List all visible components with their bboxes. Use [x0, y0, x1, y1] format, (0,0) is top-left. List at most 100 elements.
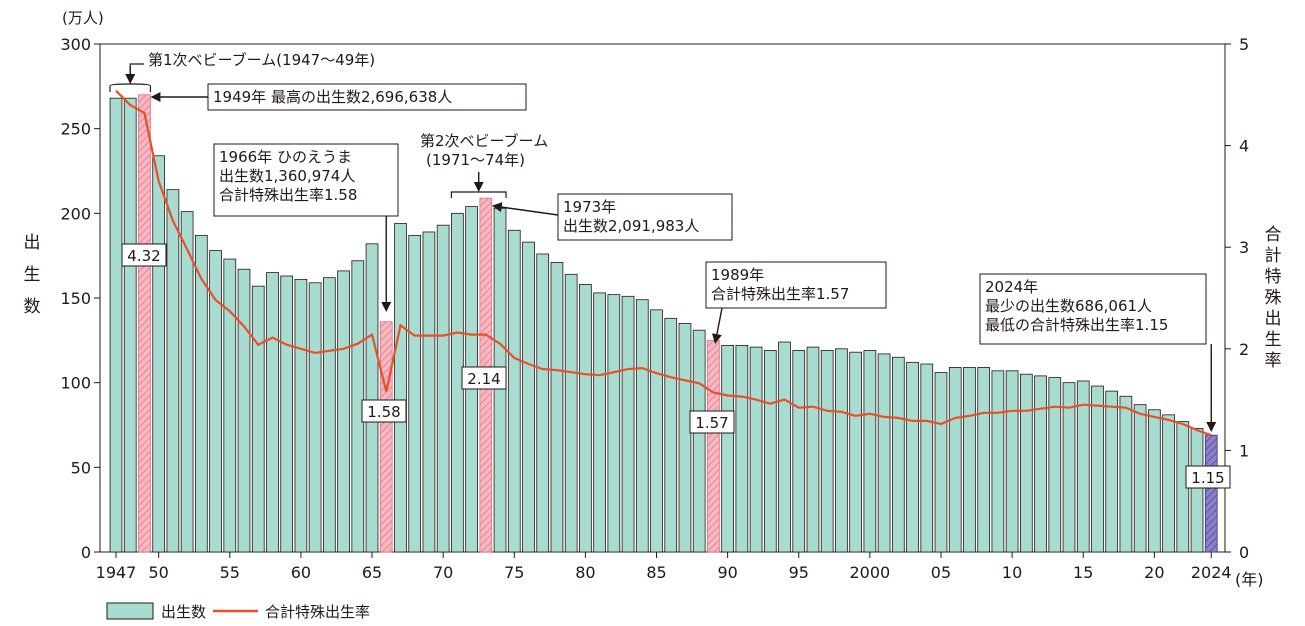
bar-1979: [564, 273, 578, 553]
bar-2004: [920, 363, 934, 553]
x-tick-label: 05: [931, 563, 951, 582]
bar-2021: [1162, 414, 1175, 553]
boom2-bracket: [450, 191, 507, 198]
bar-1947: [109, 97, 123, 553]
bar-1983: [621, 295, 635, 553]
bar-1961: [308, 282, 322, 553]
y-right-tick-label: 1: [1239, 441, 1249, 460]
y2024-callout-text: 最低の合計特殊出生率1.15: [985, 316, 1168, 334]
bar-1957: [251, 285, 265, 553]
y-left-tick-label: 200: [60, 204, 91, 223]
x-tick-label: 2024: [1191, 563, 1232, 582]
max1949-callout-text: 1949年 最高の出生数2,696,638人: [213, 88, 452, 106]
y-left-label-char: 出: [24, 233, 41, 253]
fertility-rate-line: [115, 89, 1212, 437]
rate-label-1989: 1.57: [689, 410, 735, 434]
y-left-tick-label: 250: [60, 120, 91, 139]
rate-label-text: 1.58: [367, 403, 400, 421]
bar-1995: [792, 350, 806, 553]
bar-2001: [877, 353, 891, 553]
rate-label-text: 4.32: [127, 247, 160, 265]
y1989-callout-text: 1989年: [711, 266, 764, 284]
bar-1997: [820, 350, 834, 553]
bar-2023: [1190, 427, 1204, 553]
y-right-label-char: 計: [1265, 246, 1282, 266]
y1973-callout-box: [557, 193, 733, 241]
x-tick-label: 50: [148, 563, 168, 582]
x-tick-label: 60: [291, 563, 311, 582]
bar-1962: [323, 277, 336, 553]
x-tick-label: 55: [220, 563, 240, 582]
y1989-callout-text: 合計特殊出生率1.57: [711, 285, 849, 303]
x-tick-label: 85: [646, 563, 666, 582]
y1989-callout-box: [705, 261, 887, 309]
y2024-callout-text: 最少の出生数686,061人: [985, 297, 1152, 315]
y-right-axis-label: 合計特殊出生率: [1265, 225, 1282, 371]
bar-1985: [650, 309, 663, 553]
x-tick-label: 65: [362, 563, 382, 582]
bar-2016: [1091, 385, 1104, 553]
hinoe-callout-text: 出生数1,360,974人: [219, 167, 355, 185]
hinoe-callout-text: 1966年 ひのえうま: [219, 148, 352, 166]
x-tick-label: 70: [433, 563, 453, 582]
hinoe-callout-box: [213, 143, 399, 217]
bar-1977: [536, 253, 550, 553]
y-left-axis-label: 出生数: [24, 233, 41, 317]
rate-label-box: [121, 243, 167, 267]
y-left-unit: (万人): [62, 9, 104, 27]
y-right-tick-label: 2: [1239, 340, 1249, 359]
x-tick-label: 20: [1144, 563, 1164, 582]
y-right-label-char: 特: [1265, 267, 1282, 287]
bar-1969: [422, 231, 436, 553]
y-left-tick-label: 100: [60, 374, 91, 393]
bar-1966: [379, 321, 393, 553]
y1973-callout-text: 出生数2,091,983人: [563, 217, 699, 235]
max1949-callout-box: [207, 83, 527, 111]
y2024-callout-box: [979, 273, 1207, 345]
x-tick-label: 90: [717, 563, 737, 582]
bar-2020: [1148, 409, 1161, 553]
y-right-tick-label: 4: [1239, 137, 1249, 156]
rate-label-box: [689, 410, 735, 434]
y-right-label-char: 出: [1265, 309, 1282, 329]
bar-1958: [266, 272, 279, 553]
bar-2009: [991, 370, 1005, 553]
rate-label-text: 1.15: [1191, 469, 1224, 487]
rate-label-text: 1.57: [695, 414, 728, 432]
bar-1951: [166, 189, 180, 553]
bar-2011: [1019, 373, 1033, 553]
y-right-label-char: 合: [1265, 225, 1282, 245]
x-tick-label: 75: [504, 563, 524, 582]
bar-1963: [337, 270, 350, 553]
bar-1980: [579, 284, 592, 553]
legend: 出生数 合計特殊出生率: [106, 602, 370, 621]
legend-line-label: 合計特殊出生率: [265, 603, 370, 621]
bar-1954: [209, 250, 222, 553]
legend-bar-label: 出生数: [161, 603, 206, 621]
bar-2019: [1133, 404, 1147, 553]
bar-1976: [522, 241, 535, 553]
y2024-callout-text: 2024年: [985, 278, 1038, 296]
bar-1994: [778, 341, 791, 553]
boom1-leader: [129, 63, 144, 84]
bar-1970: [436, 224, 450, 553]
bar-1950: [152, 155, 166, 553]
bar-1949: [138, 94, 151, 553]
rate-label-box: [461, 366, 507, 390]
rate-label-1949: 4.32: [121, 243, 167, 267]
y1973-arrow: [491, 202, 559, 216]
bar-1984: [635, 299, 649, 553]
bar-2000: [863, 350, 877, 553]
x-tick-label: 2000: [850, 563, 891, 582]
rate-label-2024: 1.15: [1185, 465, 1231, 489]
bar-1990: [721, 345, 734, 553]
rate-label-text: 2.14: [467, 370, 500, 388]
legend-bar-swatch: [106, 602, 154, 620]
boom2-label: 第2次ベビーブーム: [420, 132, 548, 150]
bar-1975: [507, 229, 521, 553]
bar-2012: [1034, 375, 1047, 553]
bar-1999: [849, 351, 862, 553]
bar-1998: [835, 348, 848, 553]
